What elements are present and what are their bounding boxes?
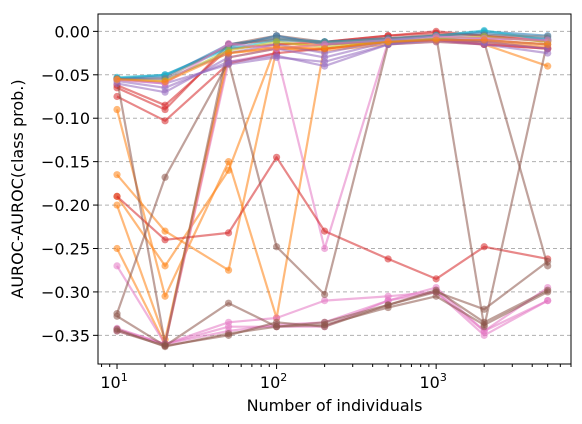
data-point	[480, 321, 488, 329]
series-29	[113, 36, 552, 86]
y-tick-label: −0.35	[41, 326, 90, 345]
data-point	[432, 286, 440, 294]
data-point	[544, 40, 552, 48]
series-18	[113, 288, 552, 351]
data-point	[161, 88, 169, 96]
y-tick-label: 0.00	[54, 22, 90, 41]
x-tick-label: 101	[100, 371, 127, 392]
data-point	[161, 78, 169, 86]
series-10	[113, 153, 552, 283]
series-line	[116, 38, 548, 346]
data-point	[272, 323, 281, 331]
data-point	[224, 266, 233, 274]
data-point	[544, 288, 552, 296]
data-point	[224, 158, 233, 166]
x-tick-label: 103	[419, 371, 446, 392]
data-point	[432, 292, 440, 300]
data-point	[544, 297, 552, 305]
data-point	[384, 255, 392, 263]
y-tick-label: −0.25	[41, 239, 90, 258]
data-point	[224, 330, 233, 338]
data-point	[321, 244, 329, 253]
data-point	[161, 262, 169, 270]
data-point	[161, 343, 169, 351]
data-point	[224, 39, 233, 48]
data-point	[113, 312, 121, 320]
data-point	[224, 229, 233, 237]
series-group	[113, 26, 552, 351]
y-tick-label: −0.30	[41, 283, 90, 302]
series-line	[116, 40, 549, 272]
data-point	[113, 75, 121, 83]
data-point	[113, 105, 121, 114]
x-axis-label: Number of individuals	[247, 396, 423, 415]
y-tick-label: −0.15	[41, 153, 90, 172]
x-axis: 101 102 103	[100, 364, 572, 392]
data-point	[272, 243, 281, 251]
data-point	[113, 325, 121, 333]
data-point	[321, 45, 329, 53]
data-point	[272, 38, 281, 46]
data-point	[224, 49, 233, 57]
y-tick-label: −0.05	[41, 66, 90, 85]
data-point	[113, 262, 121, 270]
y-tick-label: −0.10	[41, 109, 90, 128]
data-point	[272, 153, 281, 161]
data-point	[321, 227, 329, 235]
data-point	[321, 62, 329, 70]
data-point	[384, 303, 392, 312]
data-point	[272, 43, 281, 51]
data-point	[113, 244, 121, 253]
data-point	[480, 243, 488, 251]
data-point	[113, 201, 121, 209]
data-point	[432, 275, 440, 283]
data-point	[161, 292, 169, 300]
data-point	[480, 36, 488, 44]
y-axis: 0.00 −0.05 −0.10 −0.15 −0.20 −0.25 −0.30 −0.35	[41, 22, 98, 345]
data-point	[161, 117, 169, 125]
data-point	[544, 257, 552, 266]
data-point	[384, 38, 392, 46]
series-line	[115, 38, 548, 341]
data-point	[161, 236, 169, 244]
y-axis-label: AUROC-AUROC(class prob.)	[8, 79, 27, 298]
plot-frame	[97, 13, 572, 365]
data-point	[161, 101, 169, 109]
data-point	[544, 62, 552, 70]
y-tick-label: −0.20	[41, 196, 90, 215]
data-point	[161, 173, 169, 181]
data-point	[161, 227, 169, 235]
data-point	[321, 297, 329, 305]
data-point	[272, 52, 281, 60]
data-point	[321, 321, 329, 329]
data-point	[113, 192, 121, 200]
data-point	[113, 171, 121, 179]
data-point	[321, 290, 329, 299]
x-tick-label: 102	[260, 371, 287, 392]
series-line	[116, 38, 548, 346]
data-point	[432, 36, 440, 44]
data-point	[224, 299, 233, 307]
